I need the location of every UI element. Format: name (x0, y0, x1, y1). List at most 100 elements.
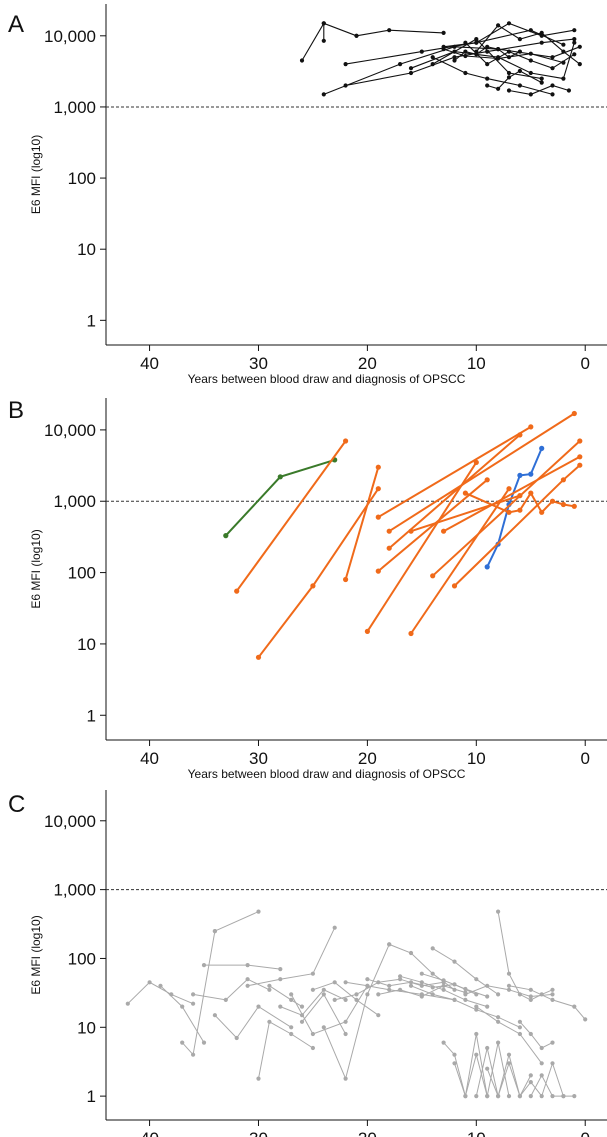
data-point (321, 992, 326, 997)
series-15 (441, 47, 566, 65)
data-point (577, 462, 583, 468)
data-point (278, 967, 283, 972)
data-point (528, 987, 533, 992)
data-point (528, 1094, 533, 1099)
data-point (398, 62, 403, 67)
series-25 (485, 1052, 566, 1099)
data-point (561, 42, 566, 47)
series-27 (506, 983, 588, 1022)
series-14 (474, 23, 582, 67)
data-point (201, 1040, 207, 1045)
data-point (496, 23, 501, 28)
series-line (432, 56, 553, 95)
series-3 (354, 28, 446, 38)
data-point (125, 1001, 130, 1006)
data-point (223, 533, 229, 539)
series-line (225, 458, 335, 537)
data-point (430, 55, 435, 60)
data-point (539, 33, 544, 38)
series-line (269, 985, 303, 1008)
data-point (577, 62, 582, 67)
series-line (475, 24, 581, 65)
data-point (408, 66, 414, 71)
data-point (550, 997, 555, 1003)
data-point (506, 21, 512, 26)
data-point (463, 986, 468, 992)
data-point (485, 1066, 490, 1071)
data-point (539, 1045, 544, 1051)
data-point (528, 997, 533, 1003)
series-15 (375, 477, 490, 574)
series-23 (452, 1040, 512, 1099)
data-point (550, 987, 555, 992)
data-point (430, 573, 436, 579)
x-axis-title: Years between blood draw and diagnosis o… (188, 372, 466, 386)
data-point (560, 501, 567, 508)
data-point (517, 1094, 523, 1099)
data-point (343, 62, 348, 67)
data-point (441, 30, 446, 35)
data-point (539, 76, 544, 81)
series-line (465, 42, 575, 69)
series-line (214, 911, 259, 932)
series-line (475, 1047, 532, 1098)
data-point (517, 37, 523, 42)
y-tick-label: 1,000 (53, 492, 96, 511)
data-point (158, 983, 163, 988)
data-point (572, 52, 577, 57)
series-12 (310, 980, 381, 1018)
series-line (530, 1074, 575, 1097)
data-point (332, 980, 337, 985)
series-12 (451, 462, 583, 589)
data-point (572, 37, 577, 42)
series-16 (506, 83, 572, 97)
data-point (539, 30, 544, 35)
data-point (430, 62, 435, 67)
y-axis-title: E6 MFI (log10) (29, 135, 43, 214)
data-point (485, 994, 490, 999)
data-point (496, 47, 501, 52)
data-point (496, 1040, 501, 1045)
data-point (463, 53, 468, 59)
y-tick-label: 1 (87, 706, 96, 725)
data-point (452, 55, 457, 60)
data-point (310, 1045, 315, 1051)
data-point (506, 486, 512, 492)
data-point (419, 971, 424, 976)
data-point (485, 62, 490, 67)
data-point (387, 983, 392, 988)
data-point (419, 994, 424, 999)
series-line (345, 38, 575, 87)
data-point (408, 983, 414, 988)
data-point (430, 971, 435, 976)
data-point (278, 1004, 283, 1009)
data-point (496, 909, 501, 914)
data-point (321, 38, 326, 43)
data-point (441, 987, 446, 992)
data-point (354, 992, 359, 997)
data-point (452, 1061, 457, 1066)
series-line (388, 412, 575, 533)
data-point (441, 1040, 446, 1045)
series-5 (201, 963, 283, 972)
data-point (528, 1031, 533, 1037)
data-point (517, 49, 523, 54)
series-line (421, 973, 488, 997)
series-1 (125, 980, 196, 1006)
y-axis-title: E6 MFI (log10) (29, 529, 43, 608)
data-point (496, 992, 501, 997)
x-tick-label: 0 (580, 354, 589, 373)
data-point (441, 528, 447, 534)
data-point (474, 37, 479, 42)
x-tick-label: 40 (140, 354, 159, 373)
series-1 (299, 21, 326, 63)
data-point (376, 1013, 381, 1018)
series-line (486, 448, 543, 568)
data-point (550, 992, 555, 997)
data-point (528, 1080, 533, 1085)
data-point (452, 959, 457, 964)
data-point (463, 997, 468, 1003)
data-point (474, 1052, 479, 1057)
data-point (561, 1094, 566, 1099)
